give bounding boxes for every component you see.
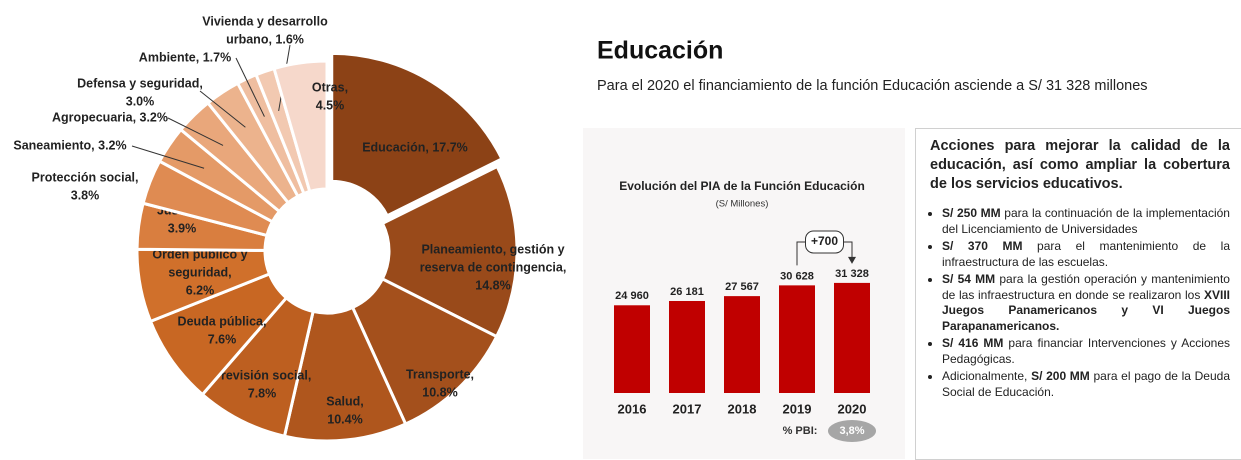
donut-slice bbox=[272, 59, 329, 194]
bar-value-label: 31 328 bbox=[835, 268, 869, 280]
page-subtitle: Para el 2020 el financiamiento de la fun… bbox=[597, 78, 1148, 94]
bar bbox=[724, 296, 760, 393]
action-text: S/ 250 MM bbox=[942, 206, 1001, 220]
x-tick-label: 2017 bbox=[673, 401, 702, 416]
annotation: +700 bbox=[811, 234, 838, 248]
slice-label: 14.8% bbox=[475, 278, 510, 292]
action-text: para el pago de la Deuda Social de Educa… bbox=[942, 369, 1230, 399]
bar-value-label: 30 628 bbox=[780, 270, 814, 282]
annotation-arrow bbox=[848, 256, 856, 264]
slice-label: Vivienda y desarrollo bbox=[202, 14, 328, 28]
slice-label: 10.8% bbox=[422, 385, 457, 399]
slice-label: Agropecuaria, 3.2% bbox=[52, 110, 168, 124]
slice-label: 10.4% bbox=[327, 412, 362, 426]
bar-value-label: 24 960 bbox=[615, 290, 649, 302]
bar bbox=[669, 300, 705, 393]
slice-label: Planeamiento, gestión y bbox=[421, 242, 564, 256]
action-item: S/ 54 MM para la gestión operación y man… bbox=[942, 272, 1230, 334]
bar-subtitle: (S/ Millones) bbox=[716, 199, 769, 210]
slice-label: Defensa y seguridad, bbox=[77, 76, 203, 90]
action-text: Adicionalmente, bbox=[942, 369, 1032, 383]
leader-line bbox=[167, 117, 224, 146]
footnote-pill bbox=[828, 420, 876, 442]
action-text: S/ 54 MM bbox=[942, 272, 996, 286]
action-text: S/ 416 MM bbox=[942, 336, 1004, 350]
action-text: S/ 370 MM bbox=[942, 239, 1023, 253]
action-item: Adicionalmente, S/ 200 MM para el pago d… bbox=[942, 369, 1230, 400]
bar-value-label: 26 181 bbox=[670, 286, 704, 298]
slice-label: 6.2% bbox=[186, 283, 215, 297]
action-text: XVIII Juegos Panamericanos y VI Juegos P… bbox=[942, 287, 1230, 333]
donut-slice bbox=[330, 51, 504, 218]
bar bbox=[779, 285, 815, 393]
footnote-value: 3,8% bbox=[839, 425, 864, 437]
actions-box: Acciones para mejorar la calidad de la e… bbox=[915, 128, 1241, 460]
bar-value-label: 27 567 bbox=[725, 281, 759, 293]
leader-line bbox=[235, 57, 265, 117]
x-tick-label: 2019 bbox=[783, 401, 812, 416]
slice-label: 3.9% bbox=[168, 221, 197, 235]
x-tick-label: 2020 bbox=[838, 401, 867, 416]
action-text: para la continuación de la implementació… bbox=[942, 206, 1230, 236]
slice-label: Saneamiento, 3.2% bbox=[13, 138, 126, 152]
slice-label: seguridad, bbox=[168, 265, 231, 279]
action-text: para la gestión operación y mantenimient… bbox=[942, 272, 1230, 302]
bar bbox=[614, 305, 650, 393]
slice-label: 7.8% bbox=[248, 386, 277, 400]
footnote-label: % PBI: bbox=[783, 425, 818, 437]
slice-label: Otras, bbox=[312, 80, 348, 94]
actions-title: Acciones para mejorar la calidad de la e… bbox=[930, 138, 1230, 192]
slice-label: reserva de contingencia, bbox=[420, 260, 567, 274]
action-text: S/ 200 MM bbox=[1031, 369, 1090, 383]
slice-label: 7.6% bbox=[208, 332, 237, 346]
action-item: S/ 370 MM para el mantenimiento de la in… bbox=[942, 239, 1230, 270]
donut-slice bbox=[380, 164, 519, 339]
slice-label: 4.5% bbox=[316, 98, 345, 112]
page-title: Educación bbox=[597, 37, 723, 65]
bar-title: Evolución del PIA de la Función Educació… bbox=[619, 179, 865, 193]
x-tick-label: 2018 bbox=[728, 401, 757, 416]
action-text: para financiar Intervenciones y Acciones… bbox=[942, 336, 1230, 366]
action-item: S/ 416 MM para financiar Intervenciones … bbox=[942, 336, 1230, 367]
leader-line bbox=[199, 90, 246, 128]
slice-label: Previsión social, bbox=[213, 368, 312, 382]
bar bbox=[834, 282, 870, 393]
actions-list: S/ 250 MM para la continuación de la imp… bbox=[930, 206, 1230, 400]
leader-line bbox=[131, 145, 205, 169]
slice-label: Protección social, bbox=[32, 170, 139, 184]
annotation-box bbox=[805, 230, 844, 254]
action-item: S/ 250 MM para la continuación de la imp… bbox=[942, 206, 1230, 237]
slice-label: Educación, 17.7% bbox=[362, 140, 468, 154]
slice-label: 3.0% bbox=[126, 94, 155, 108]
donut-slice bbox=[350, 276, 499, 426]
x-tick-label: 2016 bbox=[618, 401, 647, 416]
slice-label: Transporte, bbox=[406, 367, 474, 381]
slice-label: Salud, bbox=[326, 394, 364, 408]
slice-label: 3.8% bbox=[71, 188, 100, 202]
slice-label: Ambiente, 1.7% bbox=[139, 50, 231, 64]
action-text: para el mantenimiento de la infraestruct… bbox=[942, 239, 1230, 269]
slice-label: Deuda pública, bbox=[178, 314, 267, 328]
slice-label: urbano, 1.6% bbox=[226, 32, 304, 46]
